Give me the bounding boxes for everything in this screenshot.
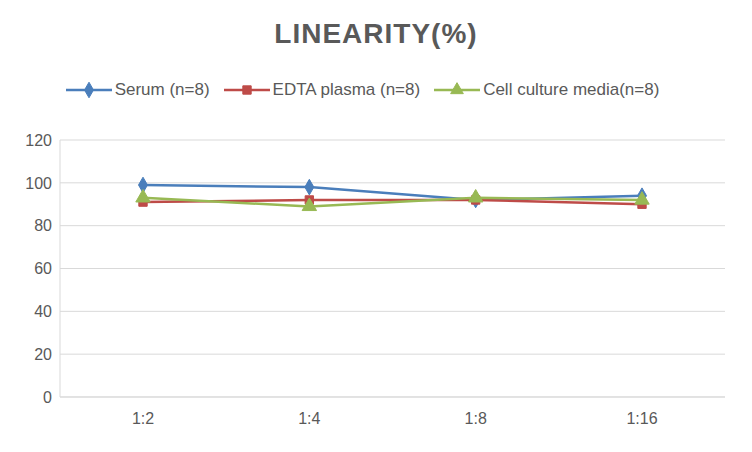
html-text:EDTA plasma (n=8): EDTA plasma (n=8): [272, 80, 421, 99]
html-text:LINEARITY(%): LINEARITY(%): [274, 18, 478, 49]
svg-text:60: 60: [34, 260, 52, 277]
svg-text:1:8: 1:8: [465, 410, 487, 427]
svg-text:1:16: 1:16: [626, 410, 657, 427]
html-text:Cell culture media(n=8): Cell culture media(n=8): [483, 80, 660, 99]
svg-text:1:4: 1:4: [298, 410, 320, 427]
svg-text:40: 40: [34, 303, 52, 320]
svg-text:120: 120: [25, 132, 52, 149]
html-text:Serum (n=8): Serum (n=8): [114, 80, 210, 99]
svg-text:1:2: 1:2: [132, 410, 154, 427]
svg-text:0: 0: [43, 389, 52, 406]
svg-text:80: 80: [34, 217, 52, 234]
svg-text:20: 20: [34, 346, 52, 363]
svg-text:100: 100: [25, 175, 52, 192]
